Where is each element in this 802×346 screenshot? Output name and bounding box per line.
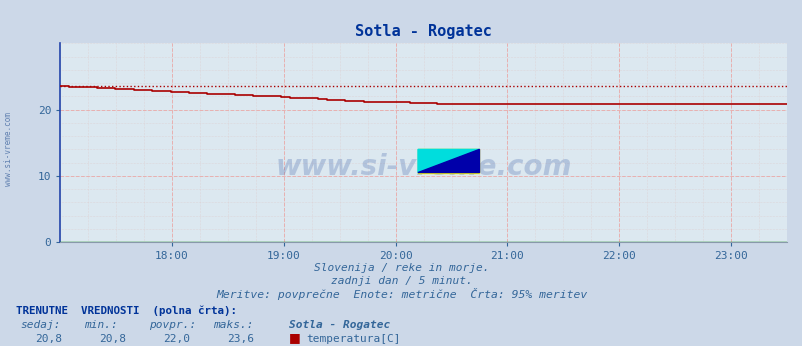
Text: 20,8: 20,8 — [99, 334, 126, 344]
Text: Meritve: povprečne  Enote: metrične  Črta: 95% meritev: Meritve: povprečne Enote: metrične Črta:… — [216, 288, 586, 300]
Text: 22,0: 22,0 — [163, 334, 190, 344]
Text: Sotla - Rogatec: Sotla - Rogatec — [289, 320, 390, 330]
Text: 23,6: 23,6 — [227, 334, 254, 344]
Polygon shape — [418, 149, 479, 173]
Text: sedaj:: sedaj: — [20, 320, 60, 330]
Text: temperatura[C]: temperatura[C] — [306, 334, 401, 344]
Text: 20,8: 20,8 — [34, 334, 62, 344]
Text: ■: ■ — [289, 331, 301, 345]
Text: ■: ■ — [289, 345, 301, 346]
Polygon shape — [418, 149, 479, 173]
Text: TRENUTNE  VREDNOSTI  (polna črta):: TRENUTNE VREDNOSTI (polna črta): — [16, 305, 237, 316]
Text: min.:: min.: — [84, 320, 118, 330]
Text: www.si-vreme.com: www.si-vreme.com — [3, 112, 13, 186]
Title: Sotla - Rogatec: Sotla - Rogatec — [354, 24, 492, 39]
Text: maks.:: maks.: — [213, 320, 253, 330]
Text: Slovenija / reke in morje.: Slovenija / reke in morje. — [314, 263, 488, 273]
FancyBboxPatch shape — [418, 149, 479, 173]
Text: www.si-vreme.com: www.si-vreme.com — [275, 153, 571, 181]
Text: povpr.:: povpr.: — [148, 320, 196, 330]
Text: zadnji dan / 5 minut.: zadnji dan / 5 minut. — [330, 276, 472, 286]
